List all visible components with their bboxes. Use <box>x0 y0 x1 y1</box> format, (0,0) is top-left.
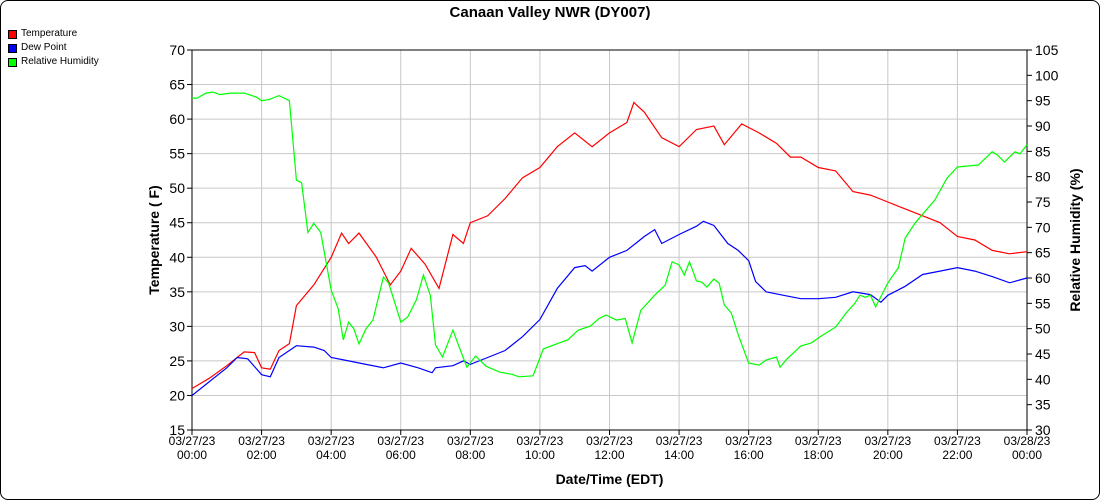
x-axis-label: Date/Time (EDT) <box>556 471 664 487</box>
x-tick-date: 03/27/23 <box>377 434 424 448</box>
y-axis-label: Temperature ( F) <box>146 185 162 294</box>
y2-tick-label: 45 <box>1035 346 1051 362</box>
series-line-relative-humidity <box>192 91 1028 378</box>
x-tick-date: 03/27/23 <box>308 434 355 448</box>
y-tick-label: 65 <box>169 77 185 93</box>
y2-tick-label: 35 <box>1035 397 1051 413</box>
legend-item-dew-point: Dew Point <box>8 41 99 55</box>
x-tick-date: 03/27/23 <box>517 434 564 448</box>
y2-tick-label: 65 <box>1035 245 1051 261</box>
x-tick-time: 00:00 <box>1012 448 1042 462</box>
x-tick-time: 22:00 <box>942 448 972 462</box>
legend-item-temperature: Temperature <box>8 27 99 41</box>
x-tick-date: 03/27/23 <box>447 434 494 448</box>
legend-swatch <box>8 43 17 53</box>
x-tick-date: 03/27/23 <box>725 434 772 448</box>
y-tick-label: 50 <box>169 180 185 196</box>
x-tick-time: 20:00 <box>873 448 903 462</box>
series-line-dew-point <box>191 220 1028 396</box>
y-tick-label: 40 <box>169 249 185 265</box>
y-tick-label: 25 <box>169 353 185 369</box>
legend-label: Relative Humidity <box>21 56 99 67</box>
x-tick-time: 14:00 <box>664 448 694 462</box>
series-line-temperature <box>191 101 1028 390</box>
y-tick-label: 15 <box>169 422 185 438</box>
y2-axis-label: Relative Humidity (%) <box>1067 168 1083 311</box>
x-tick-time: 00:00 <box>177 448 207 462</box>
x-tick-time: 06:00 <box>386 448 416 462</box>
legend-swatch <box>8 57 17 67</box>
y2-tick-label: 70 <box>1035 219 1051 235</box>
y2-tick-label: 100 <box>1035 67 1059 83</box>
y2-tick-label: 90 <box>1035 118 1051 134</box>
x-tick-time: 16:00 <box>734 448 764 462</box>
y2-tick-label: 60 <box>1035 270 1051 286</box>
chart-title: Canaan Valley NWR (DY007) <box>449 4 651 21</box>
x-tick-date: 03/27/23 <box>238 434 285 448</box>
y2-tick-label: 80 <box>1035 169 1051 185</box>
x-tick-date: 03/27/23 <box>169 434 216 448</box>
y2-tick-label: 40 <box>1035 371 1051 387</box>
y2-tick-label: 55 <box>1035 295 1051 311</box>
x-tick-time: 12:00 <box>594 448 624 462</box>
y-tick-label: 60 <box>169 111 185 127</box>
x-tick-date: 03/27/23 <box>795 434 842 448</box>
legend-label: Temperature <box>21 28 78 39</box>
x-tick-date: 03/27/23 <box>586 434 633 448</box>
y-tick-label: 70 <box>169 42 185 58</box>
y-tick-label: 30 <box>169 318 185 334</box>
legend: Temperature Dew Point Relative Humidity <box>8 27 99 69</box>
y2-tick-label: 95 <box>1035 93 1051 109</box>
x-tick-time: 04:00 <box>316 448 346 462</box>
legend-swatch <box>8 29 17 39</box>
x-tick-time: 10:00 <box>525 448 555 462</box>
x-tick-date: 03/27/23 <box>934 434 981 448</box>
y2-tick-label: 85 <box>1035 143 1051 159</box>
x-tick-date: 03/28/23 <box>1004 434 1051 448</box>
y2-tick-label: 75 <box>1035 194 1051 210</box>
y2-tick-label: 50 <box>1035 321 1051 337</box>
y-tick-label: 20 <box>169 387 185 403</box>
y2-tick-label: 30 <box>1035 422 1051 438</box>
x-tick-time: 02:00 <box>247 448 277 462</box>
y2-tick-label: 105 <box>1035 42 1059 58</box>
y-tick-label: 45 <box>169 215 185 231</box>
x-tick-date: 03/27/23 <box>656 434 703 448</box>
legend-item-relative-humidity: Relative Humidity <box>8 55 99 69</box>
legend-label: Dew Point <box>21 42 67 53</box>
y-tick-label: 35 <box>169 284 185 300</box>
x-tick-time: 18:00 <box>803 448 833 462</box>
x-tick-date: 03/27/23 <box>864 434 911 448</box>
x-tick-time: 08:00 <box>455 448 485 462</box>
y-tick-label: 55 <box>169 146 185 162</box>
